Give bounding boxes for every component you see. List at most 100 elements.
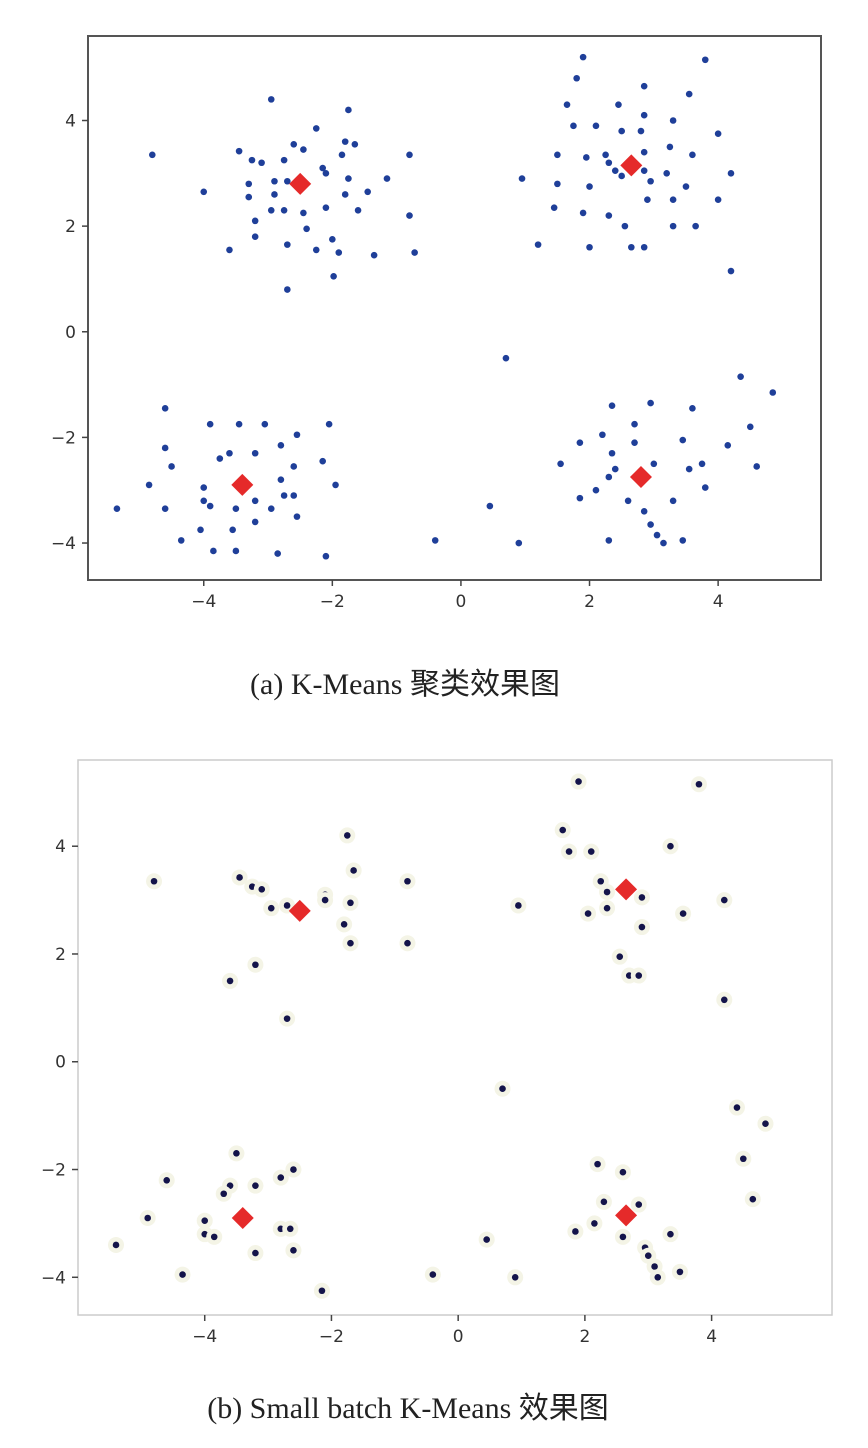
data-point (720, 896, 728, 904)
data-point (332, 481, 339, 489)
data-point (232, 547, 240, 555)
data-point (616, 953, 624, 960)
x-tick-label: 0 (453, 1327, 464, 1347)
data-point (579, 209, 587, 217)
data-point (635, 1201, 643, 1208)
data-point (611, 465, 619, 473)
data-point (312, 125, 320, 132)
data-point (647, 399, 654, 407)
data-point (429, 1271, 437, 1278)
chart-b-plot-frame (77, 759, 833, 1316)
data-point (685, 465, 693, 473)
x-tick-label: 2 (584, 592, 595, 612)
data-point (161, 444, 169, 452)
data-point (251, 217, 259, 225)
data-point (647, 177, 654, 185)
data-point (701, 484, 709, 491)
chart-a-caption: (a) K-Means 聚类效果图 (250, 668, 560, 701)
data-point (511, 1273, 519, 1281)
data-point (628, 243, 635, 251)
chart-b-centroids (231, 878, 638, 1230)
data-point (322, 552, 330, 560)
data-point (625, 972, 633, 979)
data-point (267, 206, 275, 214)
data-point (300, 209, 307, 217)
data-point (345, 106, 352, 114)
centroid-marker (231, 473, 254, 496)
data-point (277, 1225, 285, 1233)
data-point (619, 1168, 627, 1176)
data-point (284, 177, 291, 185)
data-point (370, 251, 378, 259)
data-point (653, 531, 661, 539)
data-point (226, 449, 233, 457)
chart-a-y-axis: −4 −2 0 2 4 (51, 112, 88, 554)
data-point (112, 1241, 120, 1249)
data-point (573, 74, 580, 82)
data-point (592, 486, 600, 494)
data-point (619, 1233, 627, 1241)
data-point (261, 420, 269, 428)
chart-b-x-axis: −4 −2 0 2 4 (192, 1315, 717, 1347)
x-tick-label: 0 (456, 592, 467, 612)
data-point (669, 497, 677, 505)
data-point (274, 550, 281, 557)
centroid-marker (615, 1204, 638, 1227)
data-point (280, 206, 288, 214)
data-point (245, 180, 253, 188)
data-point (343, 832, 351, 839)
data-point (644, 1252, 652, 1260)
data-point (679, 910, 687, 917)
data-point (631, 439, 638, 446)
data-point (319, 164, 326, 172)
data-point (364, 188, 371, 196)
data-point (411, 249, 418, 256)
data-point (565, 848, 573, 855)
data-point (685, 90, 693, 98)
data-point (200, 484, 208, 491)
data-point (341, 138, 349, 145)
data-point (277, 442, 285, 449)
data-point (689, 405, 696, 412)
data-point (290, 463, 298, 470)
data-point (644, 196, 651, 204)
data-point (603, 904, 611, 912)
data-point (727, 170, 735, 177)
chart-b-y-axis: −4 −2 0 2 4 (41, 837, 78, 1288)
data-point (293, 513, 301, 520)
data-point (144, 1214, 151, 1222)
data-point (251, 449, 259, 457)
data-point (570, 122, 577, 130)
data-point (258, 886, 266, 893)
data-point (749, 1195, 757, 1203)
data-point (322, 170, 330, 177)
data-point (554, 180, 561, 188)
data-point (232, 505, 240, 512)
data-point (499, 1085, 506, 1092)
data-point (605, 537, 613, 544)
data-point (692, 222, 699, 230)
centroid-marker (615, 878, 638, 901)
data-point (640, 167, 648, 174)
data-point (283, 902, 291, 909)
data-point (637, 127, 645, 135)
data-point (605, 212, 613, 219)
data-point (647, 521, 654, 528)
data-point (179, 1271, 186, 1278)
chart-a-points (113, 53, 777, 560)
data-point (579, 53, 587, 61)
data-point (667, 1230, 674, 1238)
data-point (290, 140, 298, 148)
data-point (669, 117, 677, 124)
data-point (739, 1155, 747, 1163)
y-tick-label: 0 (55, 1053, 66, 1073)
data-point (145, 481, 153, 489)
data-point (113, 505, 121, 512)
data-point (650, 460, 658, 468)
data-point (605, 473, 613, 481)
data-point (284, 286, 291, 293)
data-point (660, 539, 667, 547)
data-point (733, 1104, 741, 1111)
data-point (330, 273, 337, 280)
